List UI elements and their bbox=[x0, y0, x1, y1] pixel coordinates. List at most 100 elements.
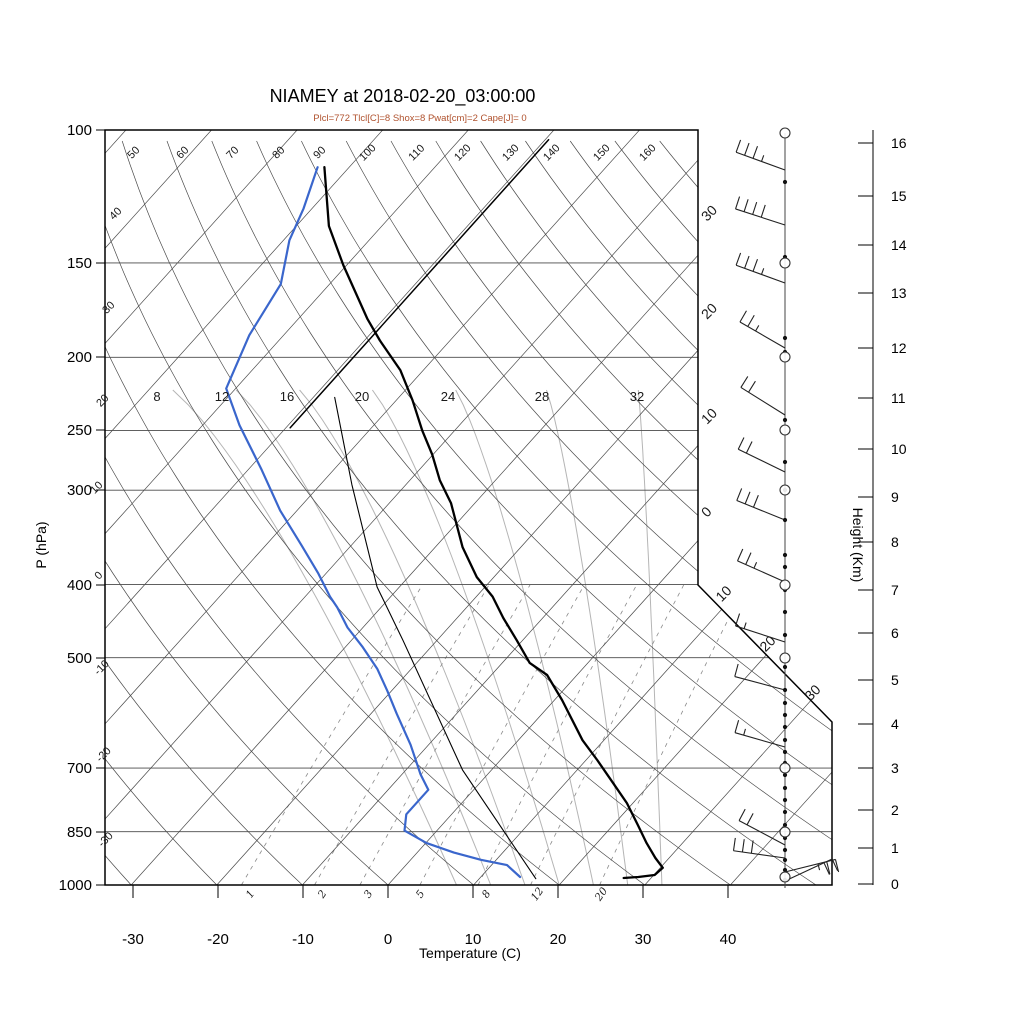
svg-text:30: 30 bbox=[801, 681, 823, 703]
pressure-tick-label: 700 bbox=[67, 760, 92, 777]
height-tick-label: 5 bbox=[891, 672, 899, 688]
pressure-tick-label: 200 bbox=[67, 349, 92, 366]
height-tick-label: 9 bbox=[891, 489, 899, 505]
pressure-tick-label: 250 bbox=[67, 422, 92, 439]
wind-level-circle bbox=[779, 127, 791, 139]
temperature-tick-label: 30 bbox=[635, 931, 652, 948]
wind-level-circle bbox=[779, 826, 791, 838]
wind-level-dot bbox=[782, 632, 788, 638]
wind-level-dot bbox=[782, 772, 788, 778]
dewpoint-curve bbox=[225, 166, 522, 879]
svg-text:120: 120 bbox=[452, 142, 473, 163]
temperature-tick-label: -30 bbox=[122, 931, 144, 948]
wind-level-dot bbox=[782, 335, 788, 341]
height-tick-label: 0 bbox=[891, 876, 899, 892]
pressure-tick-label: 150 bbox=[67, 255, 92, 272]
temperature-tick-label: -10 bbox=[292, 931, 314, 948]
svg-text:30: 30 bbox=[698, 202, 720, 224]
svg-text:1: 1 bbox=[244, 888, 258, 900]
pressure-tick-label: 1000 bbox=[59, 877, 92, 894]
height-tick-label: 15 bbox=[891, 188, 907, 204]
temperature-tick-label: 40 bbox=[720, 931, 737, 948]
svg-text:-30: -30 bbox=[96, 830, 116, 850]
svg-text:0: 0 bbox=[698, 503, 715, 520]
temperature-curve bbox=[323, 166, 664, 880]
svg-text:2: 2 bbox=[315, 888, 329, 901]
wind-level-dot bbox=[782, 857, 788, 863]
svg-text:5: 5 bbox=[414, 888, 428, 901]
wind-level-dot bbox=[782, 552, 788, 558]
svg-text:0: 0 bbox=[92, 569, 105, 582]
sounding-indices-subtitle: Plcl=772 Tlcl[C]=8 Shox=8 Pwat[cm]=2 Cap… bbox=[313, 113, 527, 124]
wind-level-dot bbox=[782, 517, 788, 523]
svg-text:20: 20 bbox=[756, 632, 778, 654]
height-tick-label: 8 bbox=[891, 534, 899, 550]
pressure-tick-label: 300 bbox=[67, 482, 92, 499]
svg-text:32: 32 bbox=[630, 389, 644, 404]
upper-aux-line bbox=[289, 138, 550, 429]
wind-level-dot bbox=[782, 737, 788, 743]
svg-text:100: 100 bbox=[357, 142, 378, 163]
wind-level-dot bbox=[782, 700, 788, 706]
wind-level-dot bbox=[782, 664, 788, 670]
wind-level-circle bbox=[779, 871, 791, 883]
wind-level-dot bbox=[782, 822, 788, 828]
temperature-tick-label: 10 bbox=[465, 931, 482, 948]
svg-text:3: 3 bbox=[362, 888, 376, 901]
svg-text:160: 160 bbox=[637, 142, 658, 163]
height-tick-label: 13 bbox=[891, 285, 907, 301]
wind-level-circle bbox=[779, 484, 791, 496]
height-tick-label: 3 bbox=[891, 760, 899, 776]
svg-text:-10: -10 bbox=[92, 658, 112, 678]
pressure-tick-label: 400 bbox=[67, 577, 92, 594]
wind-level-dot bbox=[782, 459, 788, 465]
wind-level-circle bbox=[779, 579, 791, 591]
height-tick-label: 7 bbox=[891, 582, 899, 598]
wind-level-dot bbox=[782, 749, 788, 755]
wet-bulb-curve bbox=[334, 396, 537, 880]
height-tick-label: 12 bbox=[891, 340, 907, 356]
wind-level-circle bbox=[779, 257, 791, 269]
wind-level-dot bbox=[782, 785, 788, 791]
height-tick-label: 11 bbox=[891, 390, 906, 406]
wind-level-dot bbox=[782, 609, 788, 615]
svg-text:90: 90 bbox=[311, 144, 328, 161]
temperature-tick-label: 20 bbox=[550, 931, 567, 948]
pressure-tick-label: 850 bbox=[67, 824, 92, 841]
x-axis-label: Temperature (C) bbox=[419, 945, 521, 961]
height-tick-label: 6 bbox=[891, 625, 899, 641]
height-tick-label: 16 bbox=[891, 135, 907, 151]
svg-text:8: 8 bbox=[480, 888, 494, 901]
svg-text:-20: -20 bbox=[94, 745, 114, 765]
svg-text:130: 130 bbox=[500, 142, 521, 163]
wind-level-dot bbox=[782, 687, 788, 693]
svg-text:110: 110 bbox=[406, 142, 427, 163]
svg-text:70: 70 bbox=[224, 144, 241, 161]
height-tick-label: 14 bbox=[891, 237, 907, 253]
svg-text:80: 80 bbox=[270, 144, 287, 161]
height-tick-label: 4 bbox=[891, 716, 899, 732]
temperature-tick-label: -20 bbox=[207, 931, 229, 948]
wind-level-dot bbox=[782, 564, 788, 570]
y-axis-label: P (hPa) bbox=[33, 521, 49, 568]
page-title: NIAMEY at 2018-02-20_03:00:00 bbox=[269, 86, 536, 106]
wind-level-circle bbox=[779, 424, 791, 436]
svg-text:16: 16 bbox=[280, 389, 294, 404]
grid-lines bbox=[105, 130, 832, 885]
svg-text:10: 10 bbox=[698, 405, 720, 427]
svg-text:8: 8 bbox=[153, 389, 160, 404]
svg-text:24: 24 bbox=[441, 389, 455, 404]
wind-level-dot bbox=[782, 809, 788, 815]
svg-text:10: 10 bbox=[712, 582, 734, 604]
wind-level-dot bbox=[782, 797, 788, 803]
right-axis-label: Height (Km) bbox=[850, 508, 866, 583]
wind-barbs bbox=[732, 127, 840, 888]
wind-level-circle bbox=[779, 652, 791, 664]
svg-text:12: 12 bbox=[529, 885, 547, 903]
svg-text:28: 28 bbox=[535, 389, 549, 404]
svg-text:30: 30 bbox=[100, 299, 117, 316]
pressure-tick-label: 500 bbox=[67, 650, 92, 667]
